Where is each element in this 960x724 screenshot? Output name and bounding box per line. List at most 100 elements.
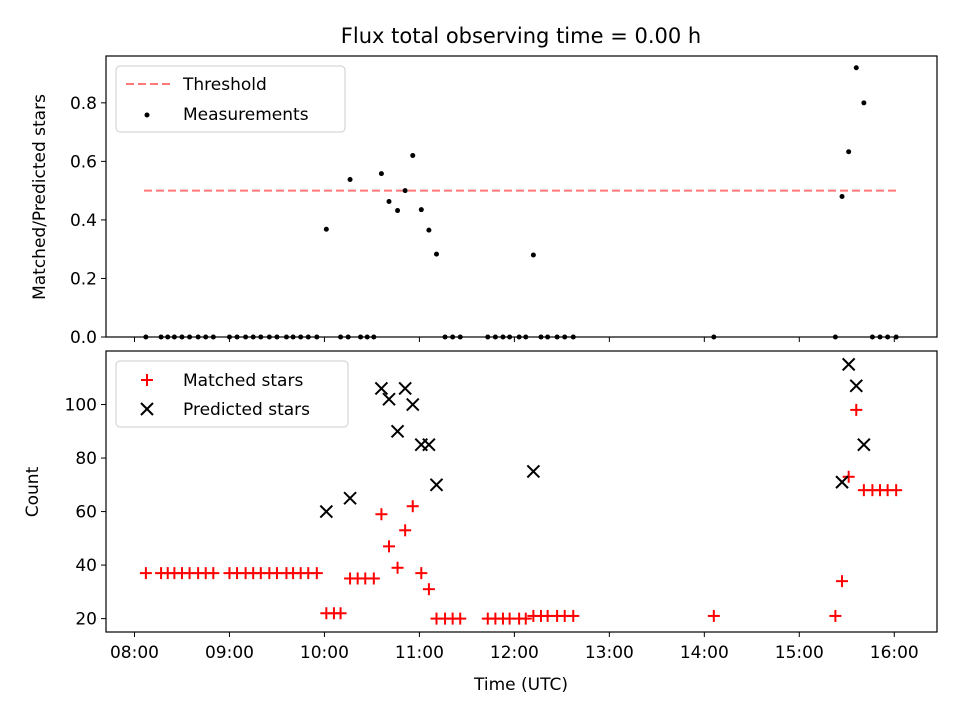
matched-legend-label: Matched stars (183, 371, 303, 391)
measurements-point (158, 334, 164, 340)
predicted-stars-point (526, 464, 541, 479)
measurements-point (869, 334, 875, 340)
predicted-stars-point (841, 357, 856, 372)
bottom-xlabel: Time (UTC) (473, 675, 568, 695)
measurements-point (418, 207, 424, 213)
measurements-point (371, 334, 377, 340)
xtick-label: 11:00 (395, 643, 444, 663)
measurements-point (500, 334, 506, 340)
measurements-point (442, 334, 448, 340)
matched-stars-point (375, 508, 388, 521)
measurements-point (877, 334, 883, 340)
bottom-y-ticks: 20 40 60 80 100 (65, 396, 106, 630)
bottom-ytick-label: 60 (75, 503, 97, 523)
bottom-x-ticks: 08:00 09:00 10:00 11:00 12:00 13:00 14:00 15:00… (110, 632, 919, 663)
measurements-point (243, 334, 249, 340)
measurements-point (203, 334, 209, 340)
predicted-stars-point (390, 424, 405, 438)
measurements-point (274, 334, 280, 340)
measurements-point (347, 177, 353, 183)
bottom-ylabel: Count (23, 466, 43, 517)
measurements-point (364, 334, 370, 340)
predicted-stars-point (374, 381, 389, 396)
predicted-stars-point (406, 397, 420, 412)
top-marks (143, 65, 900, 340)
predicted-stars-point (849, 379, 863, 393)
bottom-ytick-label: 20 (75, 610, 97, 630)
bottom-ytick-label: 40 (75, 556, 97, 576)
bottom-plot-frame (105, 350, 938, 633)
matched-stars-point (139, 567, 152, 580)
measurements-point (523, 334, 529, 340)
measurements-point (358, 334, 364, 340)
predicted-stars-point (382, 392, 396, 406)
matched-stars-point (842, 470, 855, 483)
measurements-point (305, 334, 311, 340)
matched-stars-point (454, 612, 467, 625)
measurements-point (538, 334, 544, 340)
xtick-label: 16:00 (870, 643, 919, 663)
measurements-point (516, 334, 522, 340)
bottom-ytick-label: 100 (65, 396, 97, 416)
top-x-ticks (133, 337, 895, 342)
top-ytick-label: 0.0 (70, 328, 97, 348)
predicted-stars-point (398, 381, 412, 396)
matched-stars-point (850, 403, 863, 416)
measurements-point (234, 334, 240, 340)
measurements-point (846, 149, 852, 155)
measurements-point (832, 334, 838, 340)
measurements-point (457, 334, 463, 340)
matched-stars-point (367, 572, 380, 585)
measurements-point (345, 334, 351, 340)
measurements-point (290, 334, 296, 340)
xtick-label: 15:00 (775, 643, 824, 663)
measurements-point (395, 208, 401, 214)
measurements-point (507, 334, 513, 340)
measurements-point (711, 334, 717, 340)
matched-stars-point (207, 567, 220, 580)
top-ylabel: Matched/Predicted stars (30, 94, 50, 300)
predicted-stars-point (429, 478, 444, 492)
top-ytick-label: 0.4 (70, 211, 97, 231)
measurements-point (410, 153, 416, 159)
measurements-point (195, 334, 201, 340)
measurements-point (165, 334, 171, 340)
top-panel: 0.00.20.40.60.8 Matched/Predicted stars … (30, 55, 938, 348)
measurements-point (861, 100, 867, 106)
matched-stars-point (519, 612, 532, 625)
xtick-label: 14:00 (680, 643, 729, 663)
top-ytick-label: 0.8 (70, 94, 97, 114)
top-legend: Threshold Measurements (115, 65, 346, 133)
top-ytick-label: 0.2 (70, 269, 97, 289)
bottom-legend-box (115, 360, 349, 428)
predicted-stars-point (422, 437, 436, 452)
measurements-point (258, 334, 264, 340)
measurements-point (426, 227, 432, 233)
measurements-point (545, 334, 551, 340)
matched-stars-point (422, 583, 435, 596)
measurements-point (485, 334, 491, 340)
top-ytick-label: 0.6 (70, 152, 97, 172)
measurements-point (179, 334, 185, 340)
xtick-label: 09:00 (205, 643, 254, 663)
matched-stars-point (836, 575, 849, 588)
xtick-label: 08:00 (110, 643, 159, 663)
chart-title: Flux total observing time = 0.00 h (341, 24, 701, 48)
measurements-point (338, 334, 344, 340)
measurements-point (187, 334, 193, 340)
measurements-point (210, 334, 216, 340)
measurements-legend-label: Measurements (183, 105, 309, 125)
predicted-legend-label: Predicted stars (183, 400, 310, 420)
measurements-point (530, 252, 536, 258)
matched-stars-point (334, 607, 347, 620)
predicted-stars-point (857, 437, 871, 452)
measurements-point (450, 334, 456, 340)
measurements-point (298, 334, 304, 340)
measurements-point (266, 334, 272, 340)
measurements-point (434, 251, 440, 257)
measurements-point (250, 334, 256, 340)
threshold-legend-label: Threshold (182, 75, 267, 95)
bottom-legend: Matched stars Predicted stars (115, 360, 349, 428)
matched-stars-point (399, 524, 412, 537)
